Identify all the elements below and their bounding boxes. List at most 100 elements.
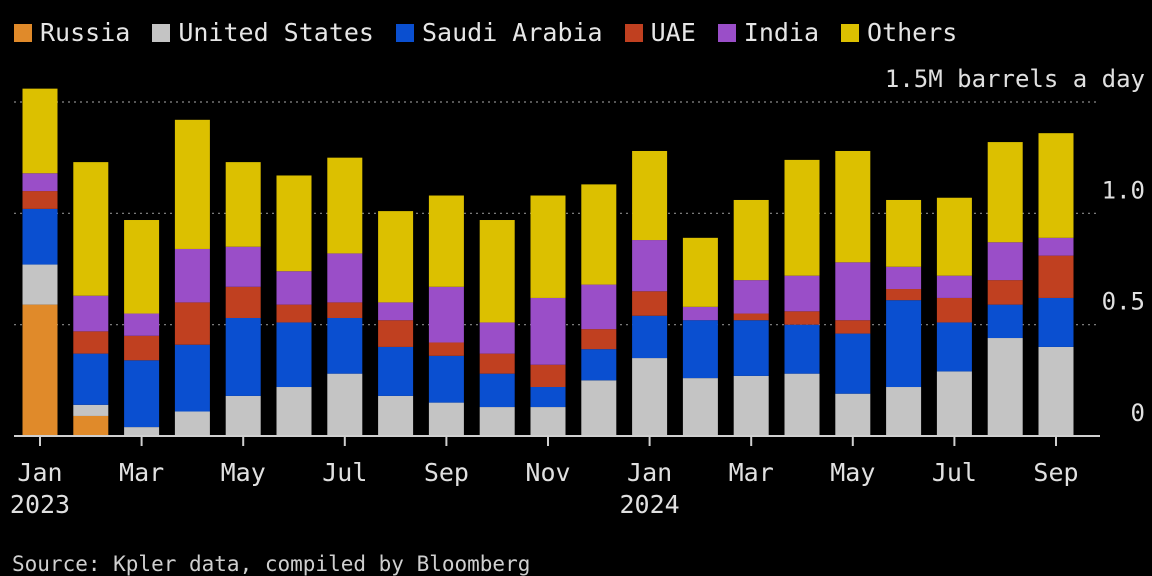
bar-segment [1038,346,1074,436]
x-tick-label: Nov [525,458,570,487]
bar-segment [428,286,464,343]
bar-segment [886,387,922,436]
bar-segment [276,175,312,272]
bar-segment [530,297,566,365]
bar-segment [174,248,210,303]
x-tick-label: Jul [932,458,977,487]
bar-segment [73,353,109,405]
bar-segment [378,395,414,436]
bar-segment [174,411,210,436]
bar-segment [73,295,109,332]
legend-item: India [717,18,819,47]
bar-segment [276,387,312,436]
x-tick-label: Mar [729,458,774,487]
bar-segment [682,306,718,321]
x-tick-label: May [830,458,875,487]
bar-segment [479,220,515,323]
bar-segment [22,88,58,174]
bar-segment [784,159,820,276]
bar-segment [886,300,922,388]
bar-segment [987,338,1023,436]
legend: Russia United States Saudi Arabia UAE India O… [14,18,979,47]
bar-segment [886,266,922,290]
bar-segment [73,331,109,354]
legend-item: Others [841,18,957,47]
bar-segment [22,208,58,265]
bar-segment [632,291,668,316]
x-tick-label: Jan [627,458,672,487]
bar-segment [479,322,515,354]
x-tick-year: 2023 [10,490,70,519]
bar-segment [479,353,515,374]
bar-segment [936,297,972,323]
bar-segment [936,197,972,276]
bar-segment [378,302,414,321]
bar-segment [835,333,871,394]
bar-segment [428,342,464,356]
y-tick-label: 1.0 [1102,176,1145,204]
bar-segment [682,237,718,307]
bar-segment [378,320,414,347]
bar-segment [530,364,566,388]
bar-segment [784,275,820,312]
bar-segment [276,304,312,323]
x-tick-label: Sep [424,458,469,487]
bar-segment [987,304,1023,339]
bar-segment [327,317,363,374]
legend-label: Saudi Arabia [421,18,603,47]
legend-swatch [841,23,860,42]
bar-segment [987,142,1023,243]
bar-segment [276,322,312,388]
bar-segment [479,373,515,408]
x-tick-label: May [221,458,266,487]
bar-segment [733,280,769,314]
bar-segment [632,150,668,241]
bar-segment [530,195,566,298]
bar-segment [581,184,617,285]
bar-segment [124,335,160,361]
legend-item: Saudi Arabia [395,18,603,47]
legend-swatch [152,23,171,42]
bar-segment [276,271,312,305]
bar-segment [733,375,769,436]
legend-label: Russia [40,18,131,47]
bar-segment [733,313,769,321]
bar-segment [581,380,617,436]
bar-segment [886,289,922,301]
bar-segment [530,387,566,408]
legend-label: United States [178,18,374,47]
bar-segment [581,329,617,350]
bar-segment [225,246,261,287]
bar-segment [73,404,109,416]
bar-segment [936,371,972,436]
bar-segment [987,242,1023,281]
bar-segment [733,320,769,376]
bar-segment [1038,237,1074,256]
legend-swatch [395,23,414,42]
bar-segment [225,162,261,247]
bar-segment [784,324,820,374]
bar-segment [428,195,464,287]
bar-segment [632,240,668,292]
bar-segment [1038,255,1074,298]
y-tick-label: 0 [1131,399,1145,427]
bar-segment [835,320,871,334]
bar-segment [987,280,1023,305]
bar-segment [124,427,160,436]
bar-segment [886,199,922,267]
bar-segment [581,349,617,381]
bar-segment [784,373,820,436]
bar-segment [225,317,261,396]
bar-segment [936,275,972,298]
x-tick-label: Mar [119,458,164,487]
bar-segment [327,253,363,303]
legend-label: UAE [650,18,696,47]
bar-segment [1038,297,1074,347]
bar-segment [174,119,210,249]
bar-segment [682,378,718,436]
source-note: Source: Kpler data, compiled by Bloomber… [12,552,531,576]
bar-segment [327,157,363,254]
bar-segment [124,313,160,336]
bar-segment [428,402,464,436]
